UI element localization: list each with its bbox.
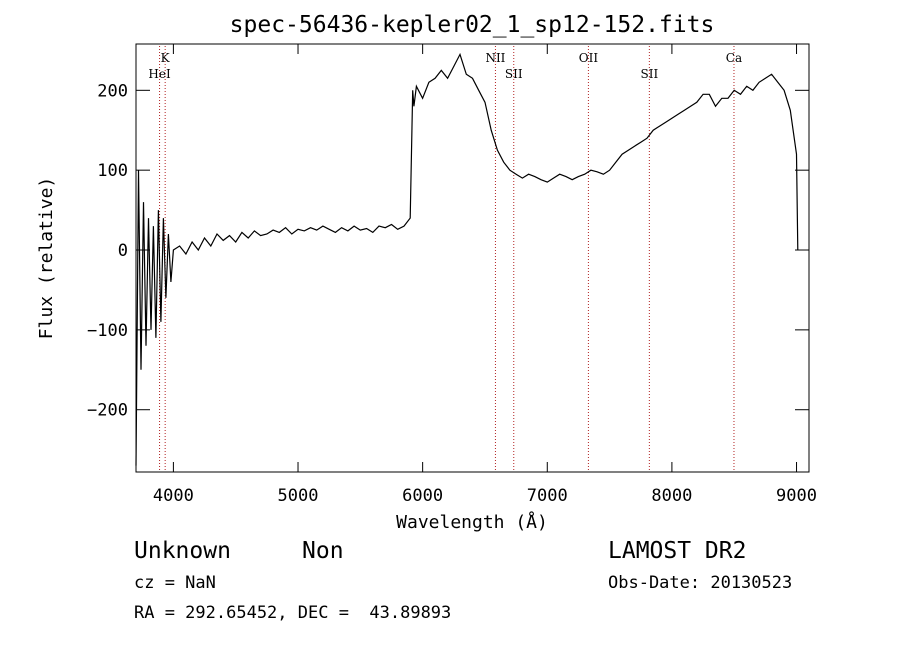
x-tick-label: 6000 bbox=[402, 486, 443, 506]
y-tick-label: 0 bbox=[118, 241, 128, 261]
spectral-subclass: Non bbox=[302, 538, 344, 564]
coordinates: RA = 292.65452, DEC = 43.89893 bbox=[134, 603, 452, 623]
emission-line-label: SII bbox=[640, 67, 658, 81]
y-tick-label: −200 bbox=[87, 401, 128, 421]
emission-line-label: HeI bbox=[148, 67, 171, 81]
y-tick-label: 200 bbox=[97, 81, 128, 101]
observation-date: Obs-Date: 20130523 bbox=[608, 573, 793, 593]
y-axis-label: Flux (relative) bbox=[36, 177, 57, 340]
x-tick-label: 9000 bbox=[776, 486, 817, 506]
chart-title: spec-56436-kepler02_1_sp12-152.fits bbox=[230, 12, 715, 38]
survey-name: LAMOST DR2 bbox=[608, 538, 747, 564]
spectrum-series bbox=[135, 52, 799, 466]
x-tick-label: 4000 bbox=[153, 486, 194, 506]
spectrum-line bbox=[135, 52, 799, 466]
emission-line-label: NII bbox=[485, 51, 505, 65]
emission-line-label: K bbox=[161, 51, 171, 65]
x-tick-label: 5000 bbox=[278, 486, 319, 506]
emission-line-label: SII bbox=[505, 67, 523, 81]
y-axis: −200 −100 0 100 200 bbox=[87, 81, 809, 421]
x-tick-label: 8000 bbox=[651, 486, 692, 506]
x-axis-label: Wavelength (Å) bbox=[396, 511, 548, 533]
x-tick-label: 7000 bbox=[527, 486, 568, 506]
y-tick-label: 100 bbox=[97, 161, 128, 181]
x-axis: 4000 5000 6000 7000 8000 9000 bbox=[153, 44, 817, 506]
y-tick-label: −100 bbox=[87, 321, 128, 341]
plot-frame bbox=[135, 43, 810, 473]
spectral-class: Unknown bbox=[134, 538, 231, 564]
emission-line-label: Ca bbox=[726, 51, 742, 65]
emission-line-label: OII bbox=[579, 51, 599, 65]
redshift-value: cz = NaN bbox=[134, 573, 216, 593]
